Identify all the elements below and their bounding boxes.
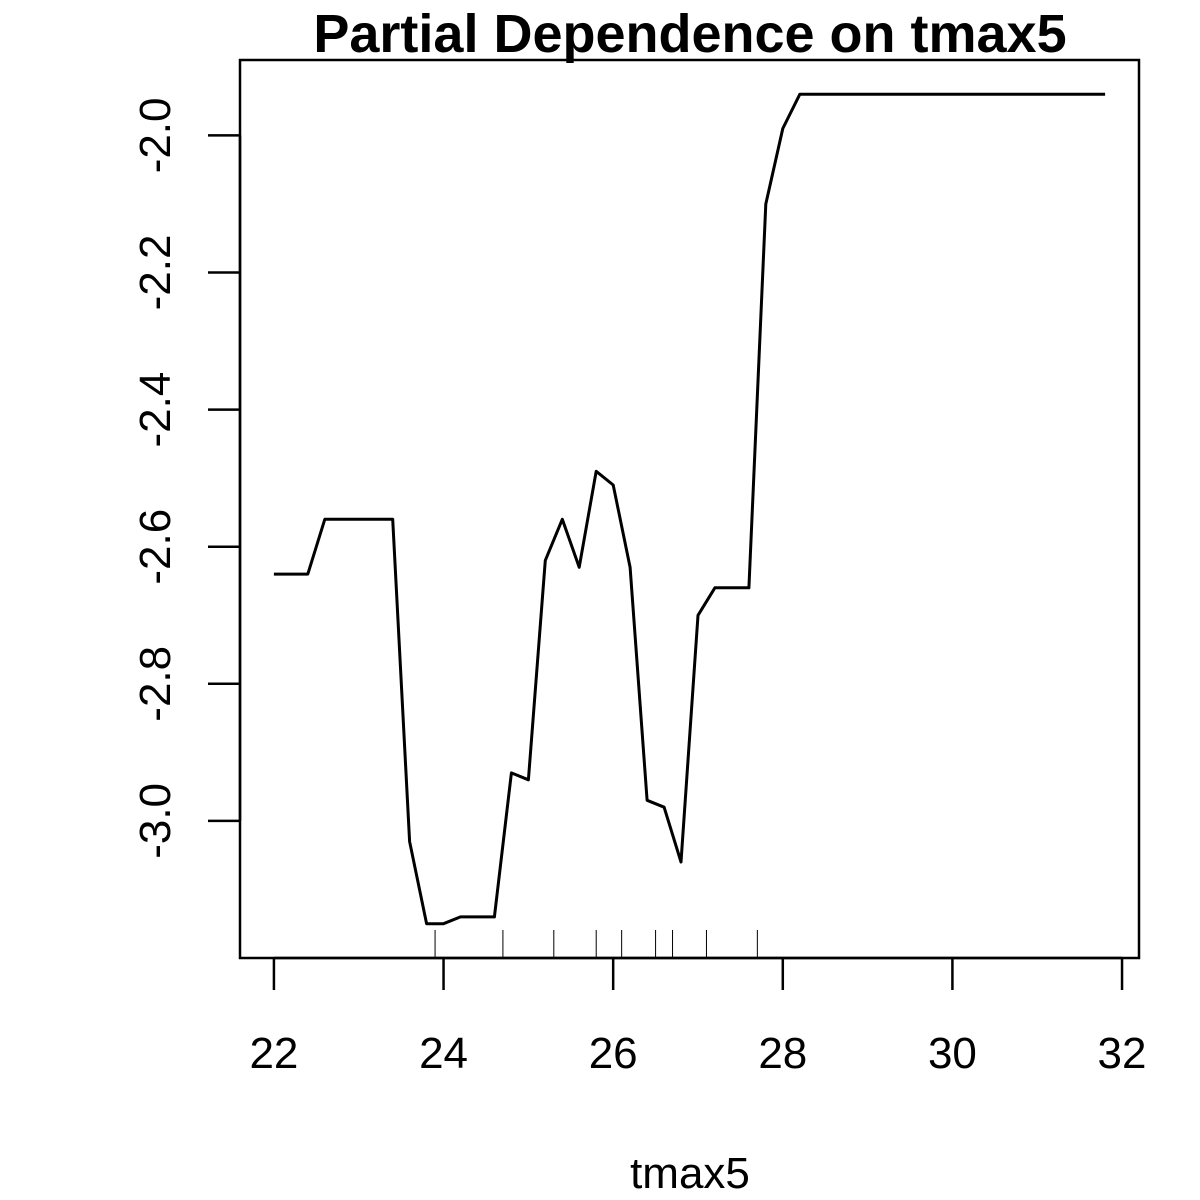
y-tick-label: -3.0 bbox=[131, 783, 180, 859]
x-tick-label: 30 bbox=[928, 1029, 977, 1078]
x-tick-label: 26 bbox=[589, 1029, 638, 1078]
y-tick-label: -2.2 bbox=[131, 235, 180, 311]
y-axis: -3.0 -2.8 -2.6 -2.4 -2.2 -2.0 bbox=[131, 97, 242, 859]
series-group bbox=[273, 92, 1106, 926]
y-tick-label: -2.4 bbox=[131, 372, 180, 448]
rug-marks bbox=[434, 930, 758, 958]
y-tick-label: -2.8 bbox=[131, 646, 180, 722]
x-axis-label: tmax5 bbox=[630, 1149, 750, 1198]
plot-frame bbox=[238, 58, 1141, 960]
x-tick-label: 22 bbox=[249, 1029, 298, 1078]
chart-title: Partial Dependence on tmax5 bbox=[313, 4, 1066, 64]
y-tick-label: -2.0 bbox=[131, 97, 180, 173]
x-tick-label: 32 bbox=[1098, 1029, 1147, 1078]
x-tick-label: 24 bbox=[419, 1029, 468, 1078]
x-axis: 22 24 26 28 30 32 bbox=[249, 956, 1147, 1078]
y-tick-label: -2.6 bbox=[131, 509, 180, 585]
series-line bbox=[273, 92, 1106, 926]
x-tick-label: 28 bbox=[758, 1029, 807, 1078]
